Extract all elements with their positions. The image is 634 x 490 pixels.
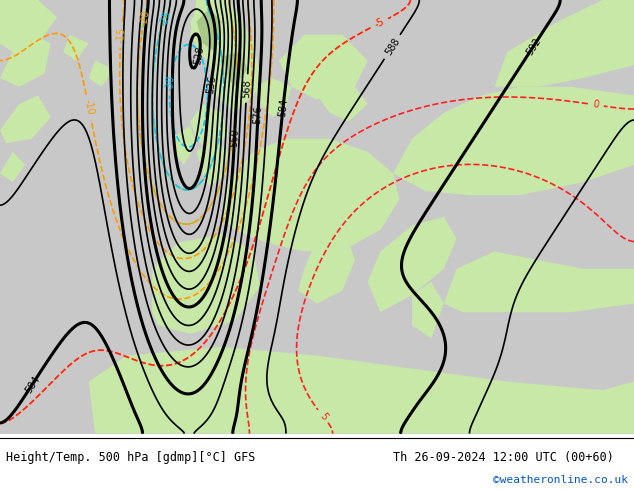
Text: -30: -30 [165, 74, 176, 91]
Polygon shape [190, 104, 228, 152]
Polygon shape [190, 0, 260, 113]
Polygon shape [0, 152, 25, 182]
Polygon shape [89, 347, 634, 434]
Polygon shape [298, 217, 355, 304]
Polygon shape [317, 87, 368, 122]
Text: 528: 528 [193, 45, 206, 65]
Polygon shape [0, 35, 51, 87]
Text: 592: 592 [524, 36, 543, 57]
Polygon shape [254, 78, 292, 117]
Polygon shape [197, 139, 228, 187]
Polygon shape [152, 234, 260, 334]
Polygon shape [444, 251, 634, 312]
Polygon shape [412, 282, 444, 338]
Polygon shape [89, 61, 114, 87]
Text: -20: -20 [138, 9, 151, 26]
Polygon shape [0, 96, 51, 143]
Polygon shape [197, 9, 222, 52]
Text: -25: -25 [158, 10, 172, 28]
Polygon shape [222, 52, 247, 87]
Text: 568: 568 [241, 79, 252, 98]
Polygon shape [0, 0, 57, 52]
Text: Height/Temp. 500 hPa [gdmp][°C] GFS: Height/Temp. 500 hPa [gdmp][°C] GFS [6, 451, 256, 464]
Polygon shape [222, 139, 399, 251]
Text: 0: 0 [592, 99, 600, 110]
Text: -10: -10 [82, 98, 95, 116]
Text: 5: 5 [317, 411, 329, 422]
Polygon shape [279, 35, 368, 100]
Text: 588: 588 [383, 36, 401, 57]
Text: 584: 584 [277, 98, 289, 117]
Polygon shape [171, 126, 197, 165]
Polygon shape [393, 87, 634, 195]
Polygon shape [368, 217, 456, 312]
Text: -15: -15 [115, 26, 127, 43]
Polygon shape [63, 35, 89, 61]
Text: 584: 584 [23, 374, 42, 395]
Text: 536: 536 [205, 74, 217, 94]
Polygon shape [495, 0, 634, 87]
Text: -5: -5 [373, 17, 386, 30]
Text: Th 26-09-2024 12:00 UTC (00+60): Th 26-09-2024 12:00 UTC (00+60) [393, 451, 614, 464]
Text: ©weatheronline.co.uk: ©weatheronline.co.uk [493, 475, 628, 485]
Text: 560: 560 [229, 128, 240, 147]
Text: -5: -5 [373, 17, 386, 30]
Text: 576: 576 [252, 105, 264, 124]
Polygon shape [190, 0, 222, 61]
